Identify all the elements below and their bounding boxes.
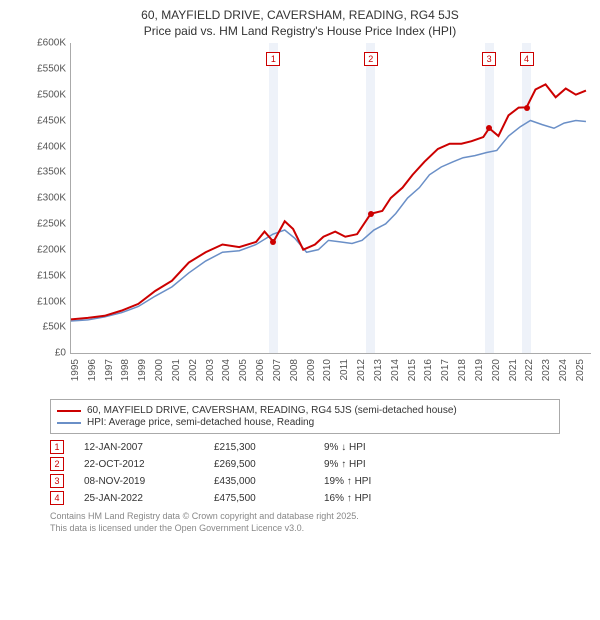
sale-row: 4 25-JAN-2022£475,50016% ↑ HPI bbox=[50, 491, 560, 505]
sale-date: 22-OCT-2012 bbox=[84, 459, 214, 470]
legend-row: HPI: Average price, semi-detached house,… bbox=[57, 417, 553, 428]
sale-dot bbox=[368, 211, 374, 217]
series-hpi bbox=[71, 121, 586, 321]
y-tick-label: £550K bbox=[28, 64, 66, 75]
sale-marker-box: 2 bbox=[364, 52, 378, 66]
sale-date: 12-JAN-2007 bbox=[84, 442, 214, 453]
y-tick-label: £50K bbox=[28, 322, 66, 333]
sale-price: £215,300 bbox=[214, 442, 324, 453]
chart-svg bbox=[71, 43, 591, 353]
sale-dot bbox=[270, 239, 276, 245]
y-tick-label: £400K bbox=[28, 141, 66, 152]
sales-table: 1 12-JAN-2007£215,3009% ↓ HPI 2 22-OCT-2012… bbox=[50, 440, 560, 505]
sale-row: 1 12-JAN-2007£215,3009% ↓ HPI bbox=[50, 440, 560, 454]
footer-attribution: Contains HM Land Registry data © Crown c… bbox=[50, 511, 580, 534]
y-tick-label: £150K bbox=[28, 270, 66, 281]
chart-area: £0 £50K £100K £150K £200K £250K £300K £350K £400… bbox=[30, 43, 590, 393]
sale-date: 25-JAN-2022 bbox=[84, 493, 214, 504]
plot-area: 1 2 3 4 bbox=[70, 43, 591, 354]
sale-row-marker: 4 bbox=[50, 491, 64, 505]
sale-row: 2 22-OCT-2012£269,5009% ↑ HPI bbox=[50, 457, 560, 471]
legend-row: 60, MAYFIELD DRIVE, CAVERSHAM, READING, … bbox=[57, 405, 553, 416]
legend-label: HPI: Average price, semi-detached house,… bbox=[87, 417, 314, 428]
legend-swatch bbox=[57, 410, 81, 412]
chart-title: 60, MAYFIELD DRIVE, CAVERSHAM, READING, … bbox=[10, 8, 590, 39]
sale-date: 08-NOV-2019 bbox=[84, 476, 214, 487]
sale-price: £475,500 bbox=[214, 493, 324, 504]
y-tick-label: £0 bbox=[28, 348, 66, 359]
x-tick-label: 2025 bbox=[575, 359, 600, 381]
y-tick-label: £600K bbox=[28, 38, 66, 49]
sale-row-marker: 2 bbox=[50, 457, 64, 471]
y-tick-label: £200K bbox=[28, 244, 66, 255]
legend-box: 60, MAYFIELD DRIVE, CAVERSHAM, READING, … bbox=[50, 399, 560, 434]
sale-price: £435,000 bbox=[214, 476, 324, 487]
sale-pct: 9% ↑ HPI bbox=[324, 459, 404, 470]
sale-pct: 9% ↓ HPI bbox=[324, 442, 404, 453]
sale-pct: 16% ↑ HPI bbox=[324, 493, 404, 504]
y-tick-label: £250K bbox=[28, 219, 66, 230]
y-tick-label: £350K bbox=[28, 167, 66, 178]
title-line-2: Price paid vs. HM Land Registry's House … bbox=[10, 24, 590, 40]
legend-swatch bbox=[57, 422, 81, 424]
footer-line-1: Contains HM Land Registry data © Crown c… bbox=[50, 511, 580, 523]
footer-line-2: This data is licensed under the Open Gov… bbox=[50, 523, 580, 535]
y-tick-label: £300K bbox=[28, 193, 66, 204]
sale-dot bbox=[524, 105, 530, 111]
sale-marker-box: 1 bbox=[266, 52, 280, 66]
sale-pct: 19% ↑ HPI bbox=[324, 476, 404, 487]
y-tick-label: £500K bbox=[28, 89, 66, 100]
sale-marker-box: 3 bbox=[482, 52, 496, 66]
chart-container: 60, MAYFIELD DRIVE, CAVERSHAM, READING, … bbox=[0, 0, 600, 620]
y-tick-label: £450K bbox=[28, 115, 66, 126]
series-property bbox=[71, 85, 586, 320]
sale-dot bbox=[486, 125, 492, 131]
sale-price: £269,500 bbox=[214, 459, 324, 470]
sale-row-marker: 1 bbox=[50, 440, 64, 454]
legend-label: 60, MAYFIELD DRIVE, CAVERSHAM, READING, … bbox=[87, 405, 457, 416]
sale-row-marker: 3 bbox=[50, 474, 64, 488]
title-line-1: 60, MAYFIELD DRIVE, CAVERSHAM, READING, … bbox=[10, 8, 590, 24]
sale-row: 3 08-NOV-2019£435,00019% ↑ HPI bbox=[50, 474, 560, 488]
sale-marker-box: 4 bbox=[520, 52, 534, 66]
y-tick-label: £100K bbox=[28, 296, 66, 307]
